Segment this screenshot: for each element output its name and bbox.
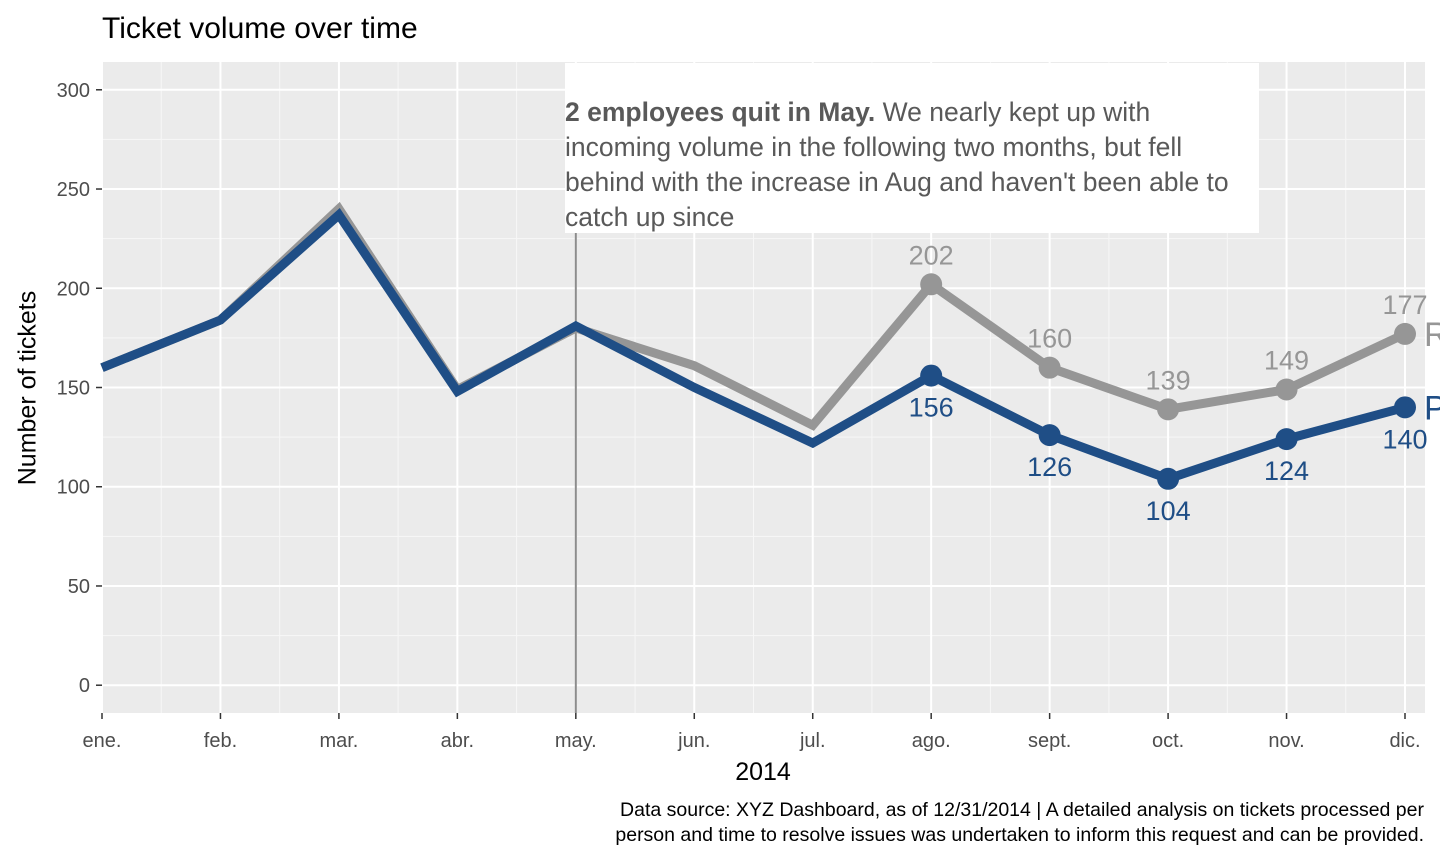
- y-axis: 0 50 100 150 200 250 300: [57, 80, 102, 697]
- series-end-label: R: [1424, 316, 1440, 354]
- data-point: [1394, 322, 1416, 345]
- data-label: 126: [1027, 452, 1072, 482]
- data-point: [1394, 396, 1416, 419]
- series-layer: [100, 201, 1416, 490]
- data-point: [920, 364, 943, 387]
- data-point: [1275, 378, 1298, 401]
- data-label: 160: [1027, 324, 1072, 354]
- y-tick-label: 50: [68, 576, 90, 598]
- x-tick-label: ene.: [83, 730, 122, 752]
- x-tick-label: abr.: [441, 730, 474, 752]
- data-label: 156: [909, 393, 954, 423]
- y-tick-label: 200: [57, 278, 90, 300]
- caption-line-1: Data source: XYZ Dashboard, as of 12/31/…: [620, 799, 1424, 821]
- data-point: [1157, 467, 1180, 490]
- caption-line-2: person and time to resolve issues was un…: [615, 824, 1424, 846]
- x-axis: ene. feb. mar. abr. may. jun. jul. ago. sept. oct…: [83, 713, 1421, 752]
- y-tick-label: 250: [57, 179, 90, 201]
- x-tick-label: feb.: [204, 730, 237, 752]
- y-tick-label: 300: [57, 80, 90, 102]
- series-processed: [100, 208, 1416, 490]
- data-label: 177: [1382, 290, 1427, 320]
- x-axis-label: 2014: [735, 758, 791, 786]
- x-tick-label: dic.: [1389, 730, 1420, 752]
- x-tick-label: jul.: [799, 730, 826, 752]
- data-label: 139: [1146, 365, 1191, 395]
- y-tick-label: 0: [79, 675, 90, 697]
- data-label: 140: [1382, 424, 1427, 454]
- x-tick-label: may.: [555, 730, 597, 752]
- annotation-box: 2 employees quit in May. We nearly kept …: [565, 63, 1259, 233]
- annotation-bold: 2 employees quit in May.: [565, 97, 876, 127]
- data-point: [1275, 428, 1298, 451]
- x-tick-label: nov.: [1268, 730, 1304, 752]
- y-axis-label: Number of tickets: [13, 290, 42, 486]
- series-line-processed: [100, 208, 1407, 484]
- annotation-text: We nearly kept up with incoming volume i…: [565, 97, 1229, 232]
- data-point: [920, 273, 943, 296]
- data-point: [1157, 398, 1180, 421]
- caption: Data source: XYZ Dashboard, as of 12/31/…: [464, 798, 1424, 848]
- data-label: 202: [909, 240, 954, 270]
- x-tick-label: sept.: [1028, 730, 1071, 752]
- x-tick-label: ago.: [912, 730, 951, 752]
- chart-title: Ticket volume over time: [102, 12, 418, 45]
- data-label: 124: [1264, 456, 1309, 486]
- x-tick-label: oct.: [1152, 730, 1184, 752]
- x-tick-label: jun.: [677, 730, 710, 752]
- series-end-label: P: [1424, 389, 1440, 427]
- data-point: [1038, 424, 1061, 447]
- data-point: [1038, 356, 1061, 379]
- data-label: 104: [1146, 496, 1191, 526]
- y-tick-label: 150: [57, 378, 90, 400]
- data-label: 149: [1264, 345, 1309, 375]
- y-tick-label: 100: [57, 477, 90, 499]
- x-tick-label: mar.: [319, 730, 358, 752]
